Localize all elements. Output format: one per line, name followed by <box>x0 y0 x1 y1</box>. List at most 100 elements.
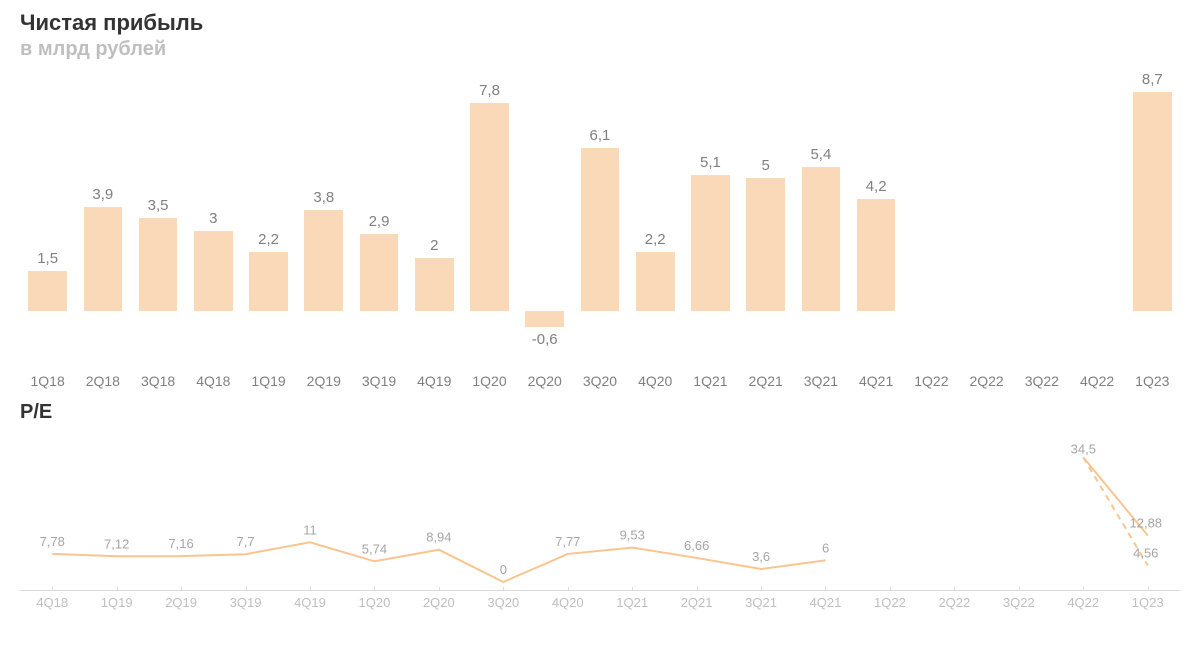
bar-value-label: 4,2 <box>866 178 887 195</box>
bar-x-tick: 2Q22 <box>959 373 1014 389</box>
bar-slot: 5 <box>738 71 793 351</box>
line-point-label: 3,6 <box>752 549 770 564</box>
bar <box>1133 92 1172 311</box>
line-x-tick: 4Q22 <box>1051 591 1115 610</box>
bar-x-tick: 1Q22 <box>904 373 959 389</box>
line-point-label: 11 <box>303 522 317 537</box>
bar <box>304 210 343 311</box>
line-point-label: 5,74 <box>362 541 387 556</box>
line-x-tick: 4Q21 <box>793 591 857 610</box>
bar-slot: 3,9 <box>75 71 130 351</box>
bar-slot: 5,4 <box>793 71 848 351</box>
line-x-tick: 1Q19 <box>84 591 148 610</box>
line-point-label: 7,77 <box>555 534 580 549</box>
line-x-tick: 4Q20 <box>536 591 600 610</box>
bar-x-tick: 1Q20 <box>462 373 517 389</box>
bar-x-tick: 4Q22 <box>1069 373 1124 389</box>
bar-value-label: 2,2 <box>258 231 279 248</box>
line-x-tick: 4Q19 <box>278 591 342 610</box>
line-point-label: 7,12 <box>104 536 129 551</box>
line-point-label: 34,5 <box>1071 441 1096 456</box>
line-point-label: 8,94 <box>426 530 451 545</box>
bar-x-tick: 3Q18 <box>130 373 185 389</box>
line-x-tick: 1Q22 <box>858 591 922 610</box>
bar-chart-title: Чистая прибыль <box>20 10 1180 36</box>
bar-x-tick: 3Q22 <box>1014 373 1069 389</box>
bar-value-label: 8,7 <box>1142 71 1163 88</box>
bar-slot: -0,6 <box>517 71 572 351</box>
bar-value-label: 6,1 <box>590 127 611 144</box>
line-point-label: 7,16 <box>168 536 193 551</box>
bar <box>691 175 730 311</box>
bar-slot: 5,1 <box>683 71 738 351</box>
bar-value-label: 1,5 <box>37 250 58 267</box>
bar-slot: 6,1 <box>572 71 627 351</box>
bar-slot <box>1069 71 1124 351</box>
bar-x-tick: 3Q21 <box>793 373 848 389</box>
line-x-tick: 3Q21 <box>729 591 793 610</box>
bar-x-tick: 3Q19 <box>351 373 406 389</box>
bar-value-label: 3,5 <box>148 197 169 214</box>
line-x-tick: 2Q20 <box>407 591 471 610</box>
bar-slot: 3,8 <box>296 71 351 351</box>
line-point-label: 6 <box>822 540 829 555</box>
bar-x-tick: 1Q18 <box>20 373 75 389</box>
bar-chart-subtitle: в млрд рублей <box>20 38 1180 61</box>
bar <box>470 103 509 311</box>
bar <box>415 258 454 311</box>
bar <box>746 178 785 311</box>
line-x-tick: 3Q19 <box>213 591 277 610</box>
line-point-label: 12,88 <box>1130 515 1163 530</box>
bar-x-tick: 4Q20 <box>628 373 683 389</box>
bar <box>28 271 67 311</box>
bar-slot: 2,2 <box>628 71 683 351</box>
bar-x-tick: 1Q21 <box>683 373 738 389</box>
line-x-tick: 1Q21 <box>600 591 664 610</box>
bar-slot: 2,9 <box>351 71 406 351</box>
bar-slot <box>1014 71 1069 351</box>
bar <box>360 234 399 311</box>
bar <box>857 199 896 311</box>
bar-value-label: 2,2 <box>645 231 666 248</box>
bar-slot: 3,5 <box>130 71 185 351</box>
bar-slot: 2,2 <box>241 71 296 351</box>
bar-x-tick: 4Q21 <box>849 373 904 389</box>
bar-x-tick: 2Q19 <box>296 373 351 389</box>
bar-value-label: 5,4 <box>810 146 831 163</box>
bar <box>139 218 178 311</box>
bar-x-tick: 4Q18 <box>186 373 241 389</box>
line-point-label: 4,56 <box>1133 546 1158 561</box>
bar-x-tick: 2Q21 <box>738 373 793 389</box>
bar-value-label: 7,8 <box>479 82 500 99</box>
line-x-tick: 1Q20 <box>342 591 406 610</box>
bar-x-tick: 3Q20 <box>572 373 627 389</box>
bar-value-label: 3,9 <box>92 186 113 203</box>
bar-value-label: 2 <box>430 237 438 254</box>
line-x-tick: 2Q19 <box>149 591 213 610</box>
bar <box>636 252 675 311</box>
bar-value-label: 5,1 <box>700 154 721 171</box>
bar-x-tick: 1Q19 <box>241 373 296 389</box>
bar-slot: 2 <box>407 71 462 351</box>
bar-slot: 3 <box>186 71 241 351</box>
line-x-tick: 3Q20 <box>471 591 535 610</box>
bar <box>581 148 620 311</box>
bar-value-label: 2,9 <box>369 213 390 230</box>
bar-x-tick: 4Q19 <box>407 373 462 389</box>
bar-value-label: 3,8 <box>313 189 334 206</box>
bar-slot: 1,5 <box>20 71 75 351</box>
bar-slot <box>959 71 1014 351</box>
bar <box>84 207 123 311</box>
line-point-label: 9,53 <box>620 528 645 543</box>
bar-slot: 4,2 <box>849 71 904 351</box>
line-x-tick: 4Q18 <box>20 591 84 610</box>
line-point-label: 0 <box>500 562 507 577</box>
bar-value-label: 5 <box>761 157 769 174</box>
line-x-tick: 3Q22 <box>987 591 1051 610</box>
bar <box>194 231 233 311</box>
bar-value-label: 3 <box>209 210 217 227</box>
bar-x-tick: 1Q23 <box>1125 373 1180 389</box>
line-point-label: 7,78 <box>40 534 65 549</box>
bar-slot: 7,8 <box>462 71 517 351</box>
line-chart-title: P/E <box>20 401 1180 424</box>
